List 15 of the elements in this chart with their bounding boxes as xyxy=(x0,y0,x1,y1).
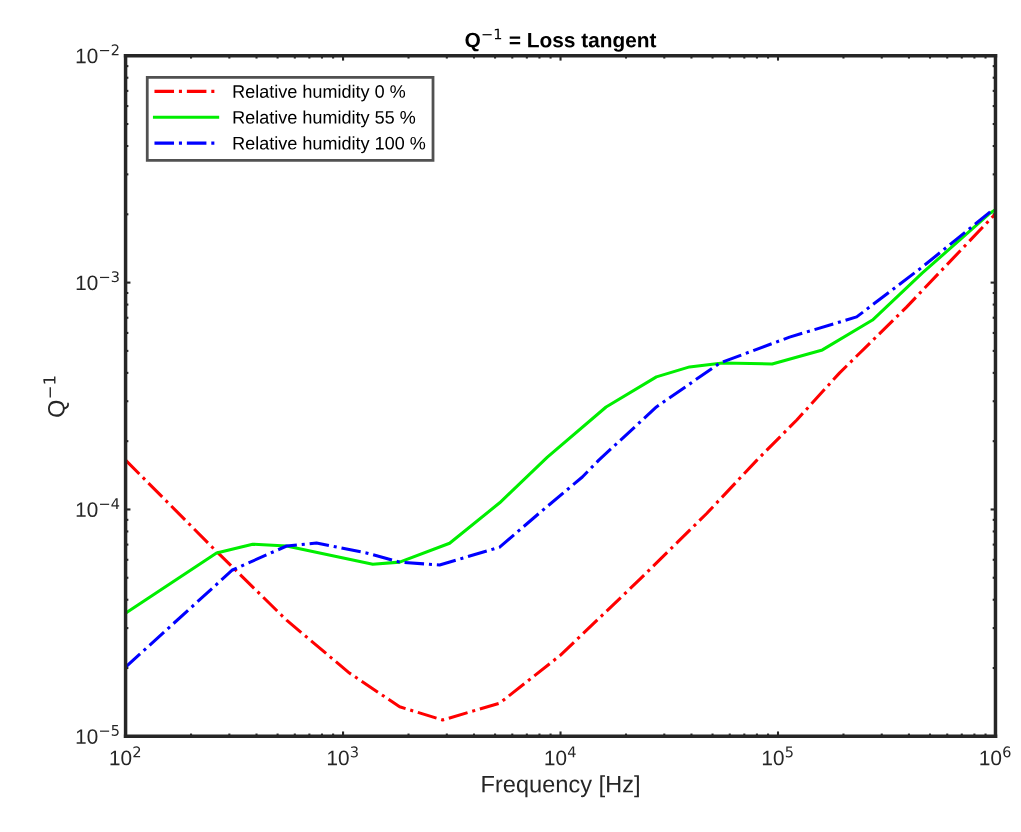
y-tick-label: 10$^{−4}$ xyxy=(76,498,120,518)
y-tick-label: 10$^{−2}$ xyxy=(76,44,119,64)
x-axis-title: Frequency [Hz] xyxy=(482,775,639,798)
x-tick-label: 10$^{6}$ xyxy=(980,746,1011,766)
y-axis-title: Q$^{−1}$ xyxy=(43,376,69,417)
y-tick-label: 10$^{−5}$ xyxy=(76,725,119,744)
x-tick-label: 10$^{2}$ xyxy=(110,746,141,766)
x-tick-label: 10$^{5}$ xyxy=(762,746,793,766)
y-tick-label: 10$^{−3}$ xyxy=(76,271,119,291)
legend-label: Relative humidity 0 % xyxy=(233,84,406,102)
legend-label: Relative humidity 100 % xyxy=(233,136,426,154)
x-tick-label: 10$^{4}$ xyxy=(545,746,576,766)
legend-label: Relative humidity 55 % xyxy=(233,110,416,128)
x-tick-label: 10$^{3}$ xyxy=(327,746,358,766)
chart-title: Q$^{−1}$ = Loss tangent xyxy=(465,28,657,52)
